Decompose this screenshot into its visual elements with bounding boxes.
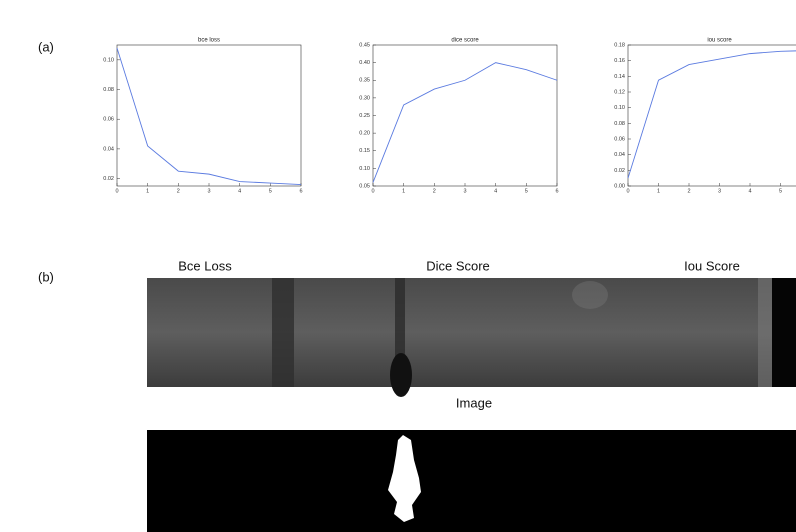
figure: (a) (b) Bce Loss Dice Score Iou Score Im… — [0, 0, 796, 532]
y-tick-label: 0.06 — [103, 117, 114, 123]
y-tick-label: 0.20 — [359, 131, 370, 137]
x-tick-label: 6 — [299, 188, 302, 194]
plot-frame — [628, 45, 796, 186]
y-tick-label: 0.02 — [103, 176, 114, 182]
y-tick-label: 0.08 — [614, 121, 625, 127]
x-tick-label: 0 — [371, 188, 374, 194]
y-tick-label: 0.30 — [359, 95, 370, 101]
y-tick-label: 0.05 — [359, 183, 370, 189]
y-tick-label: 0.06 — [614, 136, 625, 142]
steel-image — [147, 278, 796, 397]
line — [628, 50, 796, 178]
x-tick-label: 3 — [207, 188, 210, 194]
x-tick-label: 2 — [177, 188, 180, 194]
y-tick-label: 0.08 — [103, 87, 114, 93]
mask-image — [147, 430, 796, 532]
caption: Dice Score — [426, 258, 490, 273]
x-tick-label: 2 — [433, 188, 436, 194]
x-tick-label: 4 — [748, 188, 751, 194]
x-tick-label: 1 — [657, 188, 660, 194]
line — [117, 48, 301, 185]
image-caption: Image — [456, 395, 492, 410]
y-tick-label: 0.10 — [103, 57, 114, 63]
x-tick-label: 3 — [463, 188, 466, 194]
y-tick-label: 0.16 — [614, 58, 625, 64]
x-tick-label: 2 — [687, 188, 690, 194]
x-tick-label: 0 — [115, 188, 118, 194]
y-tick-label: 0.02 — [614, 168, 625, 174]
plot-frame — [373, 45, 557, 186]
y-tick-label: 0.00 — [614, 183, 625, 189]
x-tick-label: 3 — [718, 188, 721, 194]
caption: Iou Score — [684, 258, 740, 273]
x-tick-label: 1 — [402, 188, 405, 194]
x-tick-label: 0 — [626, 188, 629, 194]
chart-title: dice score — [451, 38, 479, 44]
y-tick-label: 0.12 — [614, 89, 625, 95]
x-tick-label: 5 — [779, 188, 782, 194]
x-tick-label: 4 — [238, 188, 241, 194]
y-tick-label: 0.25 — [359, 113, 370, 119]
caption: Bce Loss — [178, 258, 232, 273]
x-tick-label: 5 — [269, 188, 272, 194]
x-tick-label: 5 — [525, 188, 528, 194]
y-tick-label: 0.40 — [359, 60, 370, 66]
x-tick-label: 6 — [555, 188, 558, 194]
x-tick-label: 1 — [146, 188, 149, 194]
x-tick-label: 4 — [494, 188, 497, 194]
y-tick-label: 0.35 — [359, 78, 370, 84]
y-tick-label: 0.14 — [614, 74, 625, 80]
line — [373, 63, 557, 183]
y-tick-label: 0.45 — [359, 42, 370, 48]
y-tick-label: 0.04 — [614, 152, 625, 158]
y-tick-label: 0.18 — [614, 42, 625, 48]
y-tick-label: 0.10 — [359, 166, 370, 172]
y-tick-label: 0.04 — [103, 146, 114, 152]
plot-frame — [117, 45, 301, 186]
chart-title: bce loss — [198, 38, 220, 44]
chart-title: iou score — [707, 38, 732, 44]
panel-label: (b) — [38, 269, 54, 284]
y-tick-label: 0.15 — [359, 148, 370, 154]
panel-label: (a) — [38, 39, 54, 54]
y-tick-label: 0.10 — [614, 105, 625, 111]
